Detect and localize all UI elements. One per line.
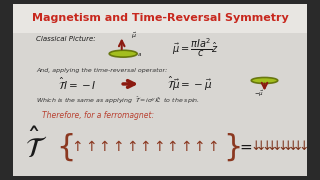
Text: $\downarrow$: $\downarrow$ xyxy=(253,139,266,153)
Text: $\downarrow$: $\downarrow$ xyxy=(296,139,308,153)
Text: $\uparrow$: $\uparrow$ xyxy=(205,139,218,154)
Text: $=$: $=$ xyxy=(237,139,253,154)
Text: $\uparrow$: $\uparrow$ xyxy=(191,139,205,154)
Text: $\vec{\mu}$: $\vec{\mu}$ xyxy=(131,31,136,41)
Text: $\downarrow$: $\downarrow$ xyxy=(280,139,292,153)
Text: $\uparrow$: $\uparrow$ xyxy=(124,139,137,154)
Text: $\uparrow$: $\uparrow$ xyxy=(110,139,124,154)
Text: $\uparrow$: $\uparrow$ xyxy=(164,139,178,154)
Text: Magnetism and Time-Reversal Symmetry: Magnetism and Time-Reversal Symmetry xyxy=(32,13,288,23)
Ellipse shape xyxy=(251,77,278,84)
Text: $\downarrow$: $\downarrow$ xyxy=(269,139,282,153)
FancyBboxPatch shape xyxy=(13,4,307,33)
Text: $a$: $a$ xyxy=(137,51,142,58)
Text: And, applying the time-reversal operator:: And, applying the time-reversal operator… xyxy=(36,68,168,73)
Text: $\uparrow$: $\uparrow$ xyxy=(137,139,150,154)
Text: $\uparrow$: $\uparrow$ xyxy=(151,139,164,154)
Text: $\downarrow$: $\downarrow$ xyxy=(285,139,298,153)
Text: $\}$: $\}$ xyxy=(223,131,241,163)
Text: Therefore, for a ferromagnet:: Therefore, for a ferromagnet: xyxy=(42,111,154,120)
Text: $\uparrow$: $\uparrow$ xyxy=(96,139,110,154)
FancyBboxPatch shape xyxy=(13,33,307,176)
Text: $\uparrow$: $\uparrow$ xyxy=(178,139,191,154)
Text: $\hat{\mathcal{T}}\vec{\mu} = -\vec{\mu}$: $\hat{\mathcal{T}}\vec{\mu} = -\vec{\mu}… xyxy=(167,75,212,93)
Text: $\uparrow$: $\uparrow$ xyxy=(83,139,96,154)
Text: $\downarrow$: $\downarrow$ xyxy=(291,139,303,153)
Text: $\hat{\mathcal{T}}I = -I$: $\hat{\mathcal{T}}I = -I$ xyxy=(58,76,97,92)
Text: $-\vec{\mu}$: $-\vec{\mu}$ xyxy=(254,89,264,99)
Text: Classical Picture:: Classical Picture: xyxy=(36,36,96,42)
Ellipse shape xyxy=(109,50,137,57)
Text: $\downarrow$: $\downarrow$ xyxy=(259,139,271,153)
Text: $\downarrow$: $\downarrow$ xyxy=(248,139,260,153)
Text: Which is the same as applying $\;\hat{\mathcal{T}} = i\sigma^y\hat{\mathcal{K}}\: Which is the same as applying $\;\hat{\m… xyxy=(36,94,200,106)
Text: $\downarrow$: $\downarrow$ xyxy=(264,139,276,153)
Text: $\downarrow$: $\downarrow$ xyxy=(275,139,287,153)
Text: $\{$: $\{$ xyxy=(56,131,73,163)
Text: $\hat{\mathcal{T}}$: $\hat{\mathcal{T}}$ xyxy=(25,128,47,164)
Text: $\vec{\mu} = \dfrac{\pi I a^2}{c}\hat{z}$: $\vec{\mu} = \dfrac{\pi I a^2}{c}\hat{z}… xyxy=(172,36,219,59)
Text: $\uparrow$: $\uparrow$ xyxy=(69,139,83,154)
